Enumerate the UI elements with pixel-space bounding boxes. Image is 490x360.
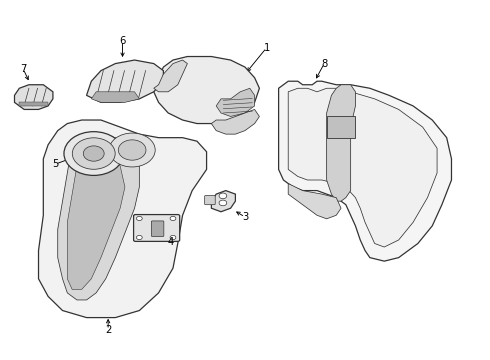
Circle shape (170, 235, 176, 240)
Circle shape (64, 132, 123, 175)
Polygon shape (279, 81, 451, 261)
Polygon shape (87, 60, 163, 102)
FancyBboxPatch shape (205, 195, 215, 205)
Text: 4: 4 (168, 237, 173, 247)
Text: 5: 5 (52, 159, 58, 169)
Polygon shape (154, 57, 259, 123)
Polygon shape (67, 148, 125, 289)
Text: 7: 7 (20, 64, 26, 74)
Polygon shape (39, 120, 207, 318)
Circle shape (219, 200, 227, 206)
Circle shape (118, 140, 146, 160)
Polygon shape (327, 85, 355, 201)
Circle shape (109, 133, 155, 167)
Polygon shape (211, 109, 259, 134)
Polygon shape (154, 60, 187, 92)
FancyBboxPatch shape (134, 215, 180, 242)
Polygon shape (91, 92, 139, 102)
Text: 2: 2 (105, 325, 111, 335)
Text: 3: 3 (242, 212, 248, 222)
Polygon shape (15, 85, 53, 109)
FancyBboxPatch shape (151, 221, 164, 237)
Circle shape (219, 193, 227, 199)
Polygon shape (211, 190, 235, 212)
Polygon shape (58, 134, 139, 300)
Text: 6: 6 (120, 36, 126, 46)
Polygon shape (288, 88, 437, 247)
Polygon shape (327, 117, 355, 138)
Circle shape (73, 138, 115, 169)
Text: 1: 1 (264, 43, 270, 53)
Polygon shape (19, 102, 48, 106)
Circle shape (170, 216, 176, 221)
Circle shape (137, 235, 142, 240)
Text: 8: 8 (321, 59, 327, 68)
Circle shape (137, 216, 142, 221)
Circle shape (83, 146, 104, 161)
Polygon shape (216, 88, 255, 117)
Polygon shape (288, 184, 341, 219)
